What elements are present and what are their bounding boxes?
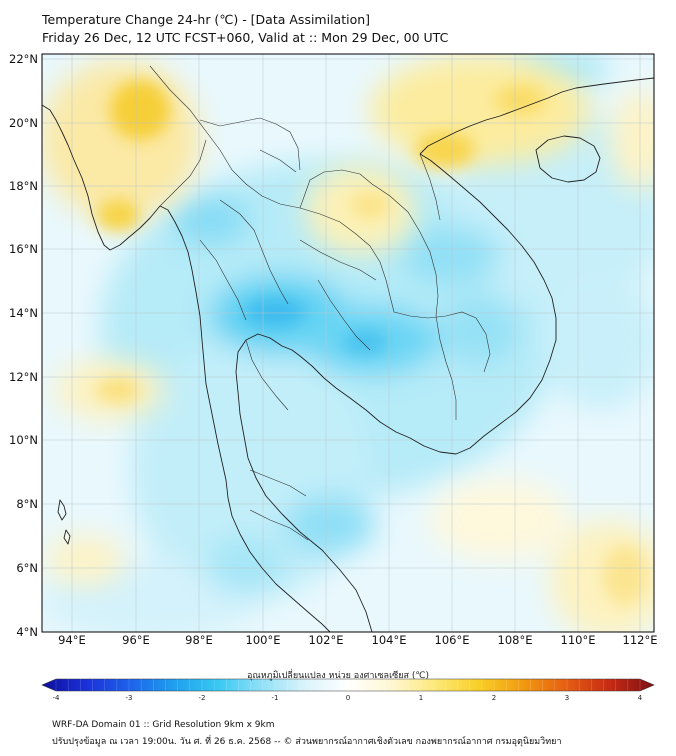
colorbar-ticks: -4 -3 -2 -1 0 1 2 3 4 [53,679,643,702]
temperature-field [42,54,654,632]
lon-label: 100°E [246,633,281,647]
colorbar-tick-label: 2 [492,694,496,702]
borders [149,65,491,541]
lat-label: 14°N [9,306,38,320]
colorbar-tick-label: 0 [346,694,350,702]
lon-label: 102°E [309,633,344,647]
lon-label: 94°E [58,633,86,647]
colorbar-tick-label: -2 [199,694,206,702]
lon-label: 112°E [623,633,658,647]
lon-label: 98°E [185,633,213,647]
colorbar-tick-label: 4 [638,694,643,702]
longitude-labels: 94°E 96°E 98°E 100°E 102°E 104°E 106°E 1… [58,633,657,647]
colorbar-gradient [41,678,655,692]
lon-label: 104°E [372,633,407,647]
colorbar: -4 -3 -2 -1 0 1 2 3 4 [41,678,655,702]
lon-label: 96°E [122,633,150,647]
colorbar-tick-label: 1 [419,694,423,702]
footer-grid-info: WRF-DA Domain 01 :: Grid Resolution 9km … [52,720,275,730]
lat-label: 20°N [9,116,38,130]
lat-label: 10°N [9,433,38,447]
latitude-labels: 22°N 20°N 18°N 16°N 14°N 12°N 10°N 8°N 6… [9,52,38,639]
map-subtitle: Friday 26 Dec, 12 UTC FCST+060, Valid at… [42,30,449,45]
map-title: Temperature Change 24-hr (℃) - [Data Ass… [42,12,371,27]
lat-label: 18°N [9,179,38,193]
lat-label: 4°N [16,625,38,639]
lat-label: 22°N [9,52,38,66]
footer-credit: ปรับปรุงข้อมูล ณ เวลา 19:00น. วัน ศ. ที่… [52,737,562,747]
colorbar-tick-label: 3 [565,694,569,702]
plot-frame [41,53,655,633]
colorbar-tick-label: -4 [53,694,61,702]
lon-label: 108°E [498,633,533,647]
colorbar-tick-label: -3 [126,694,133,702]
lat-label: 6°N [16,561,38,575]
lon-label: 106°E [435,633,470,647]
colorbar-label: อุณหภูมิเปลี่ยนแปลง หน่วย องศาเซลเซียส (… [246,671,430,681]
lon-label: 110°E [561,633,596,647]
lat-label: 8°N [16,497,38,511]
colorbar-tick-label: -1 [272,694,279,702]
graticule [42,54,654,632]
lat-label: 16°N [9,242,38,256]
lat-label: 12°N [9,370,38,384]
